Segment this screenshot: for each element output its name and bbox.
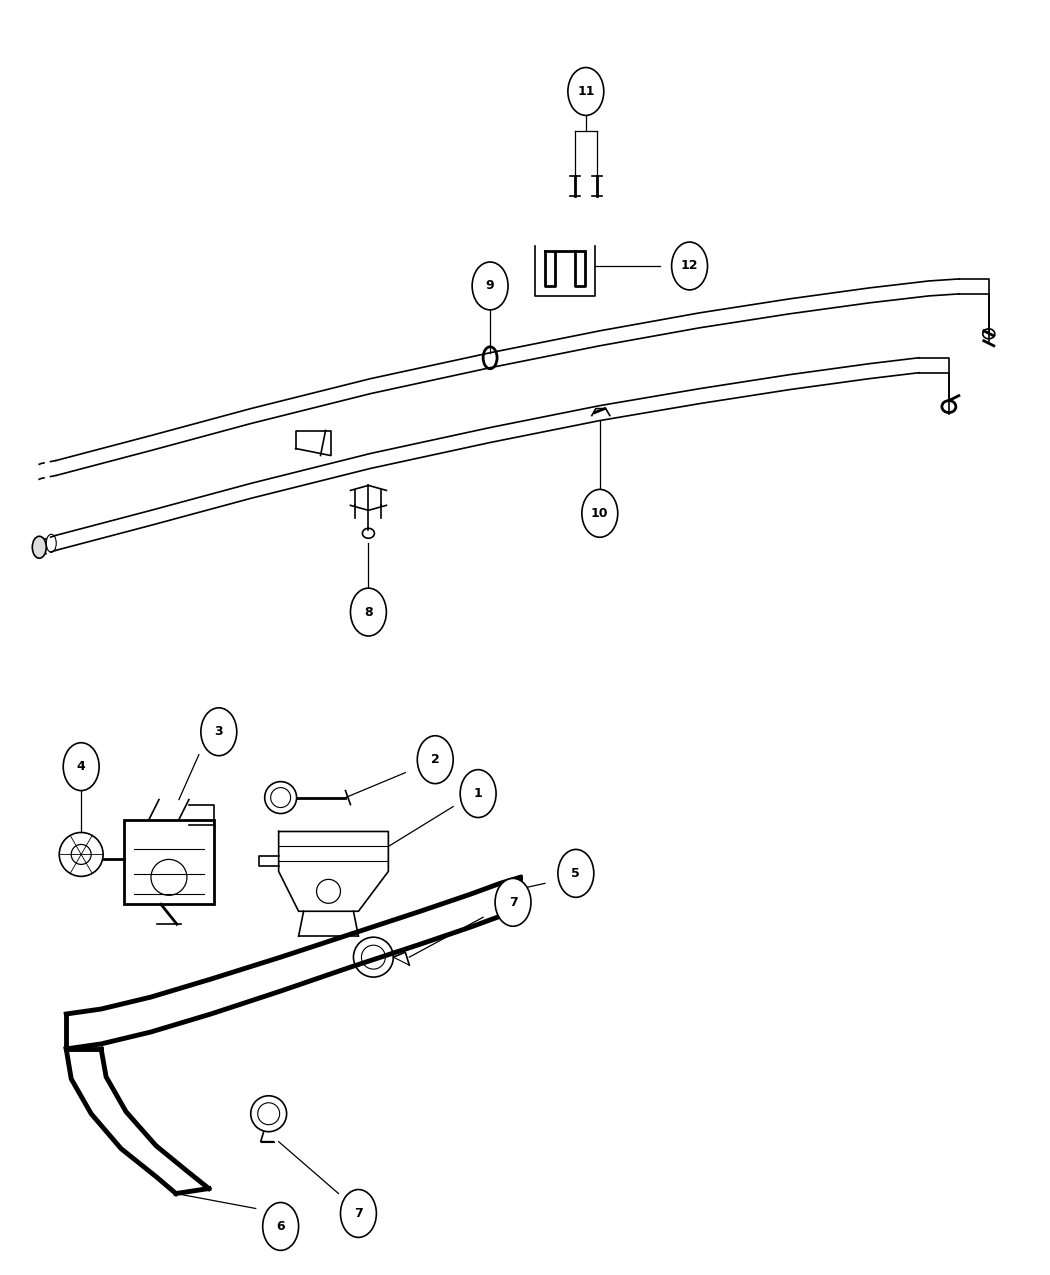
Text: 7: 7: [508, 896, 518, 909]
Text: 1: 1: [474, 787, 483, 801]
Text: 7: 7: [354, 1207, 363, 1220]
Ellipse shape: [262, 1202, 298, 1251]
Text: 5: 5: [571, 867, 581, 880]
Ellipse shape: [672, 242, 708, 289]
Text: 9: 9: [486, 279, 495, 292]
Ellipse shape: [558, 849, 594, 898]
Text: 4: 4: [77, 760, 85, 773]
Ellipse shape: [33, 537, 46, 558]
Ellipse shape: [582, 490, 617, 537]
Ellipse shape: [201, 708, 236, 756]
Ellipse shape: [496, 878, 531, 926]
Ellipse shape: [340, 1190, 376, 1238]
Ellipse shape: [568, 68, 604, 115]
Text: 11: 11: [578, 85, 594, 98]
Text: 8: 8: [364, 606, 373, 618]
Text: 2: 2: [430, 754, 440, 766]
Ellipse shape: [351, 588, 386, 636]
Text: 6: 6: [276, 1220, 285, 1233]
Text: 12: 12: [680, 260, 698, 273]
Ellipse shape: [460, 770, 496, 817]
Text: 3: 3: [214, 725, 223, 738]
Text: 10: 10: [591, 507, 609, 520]
Ellipse shape: [417, 736, 454, 784]
Ellipse shape: [63, 743, 99, 790]
Ellipse shape: [472, 261, 508, 310]
